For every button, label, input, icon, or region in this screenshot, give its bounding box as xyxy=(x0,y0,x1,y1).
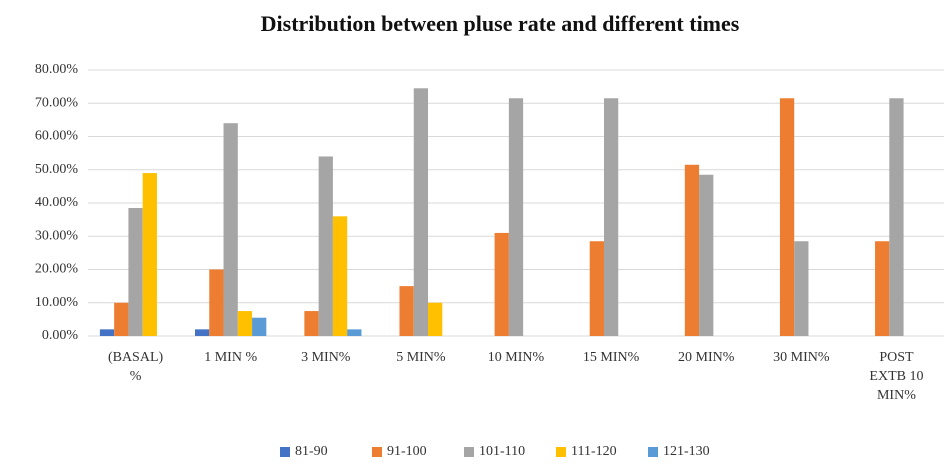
legend-swatch xyxy=(556,447,566,457)
bar xyxy=(875,241,890,336)
bar xyxy=(318,156,333,336)
bar xyxy=(195,329,210,336)
x-tick-label: 3 MIN% xyxy=(301,350,351,365)
bar xyxy=(413,88,429,336)
x-tick-label: 15 MIN% xyxy=(583,350,640,365)
bar xyxy=(209,269,224,336)
bar xyxy=(399,286,414,336)
bar xyxy=(237,311,253,336)
legend-swatch xyxy=(648,447,658,457)
chart-title: Distribution between pluse rate and diff… xyxy=(261,11,740,36)
y-tick-label: 10.00% xyxy=(35,295,79,310)
x-tick-label: 10 MIN% xyxy=(488,350,545,365)
legend-label: 111-120 xyxy=(571,444,617,459)
legend-label: 91-100 xyxy=(387,444,427,459)
y-tick-label: 20.00% xyxy=(35,262,79,277)
bar xyxy=(223,123,238,336)
bar xyxy=(428,302,443,336)
legend-swatch xyxy=(372,447,382,457)
y-tick-label: 80.00% xyxy=(35,62,79,77)
x-tick-label: 20 MIN% xyxy=(678,350,735,365)
bar xyxy=(603,98,619,336)
bar xyxy=(699,174,714,336)
x-tick-label: (BASAL)% xyxy=(108,350,164,384)
x-tick-label: 30 MIN% xyxy=(773,350,830,365)
bar xyxy=(252,317,267,336)
bar xyxy=(128,207,143,336)
x-tick-label: 5 MIN% xyxy=(396,350,446,365)
bar xyxy=(889,98,904,336)
legend-label: 101-110 xyxy=(479,444,525,459)
bar xyxy=(589,241,604,336)
bar xyxy=(684,164,700,336)
bar xyxy=(794,241,809,336)
legend-swatch xyxy=(280,447,290,457)
bar xyxy=(142,173,157,336)
y-tick-label: 60.00% xyxy=(35,129,79,144)
y-tick-label: 30.00% xyxy=(35,228,79,243)
x-tick-label: POST EXTB 10 MIN% xyxy=(869,350,923,403)
y-tick-label: 50.00% xyxy=(35,162,79,177)
bar xyxy=(332,216,348,336)
y-tick-label: 40.00% xyxy=(35,195,79,210)
y-tick-label: 70.00% xyxy=(35,95,79,110)
bar xyxy=(114,302,129,336)
x-tick-label: 1 MIN % xyxy=(204,350,257,365)
bar xyxy=(347,329,362,336)
bar xyxy=(99,329,115,336)
bar xyxy=(304,311,319,336)
bar xyxy=(779,98,795,336)
legend-swatch xyxy=(464,447,474,457)
legend-label: 121-130 xyxy=(663,444,710,459)
bar xyxy=(494,232,509,336)
y-tick-label: 0.00% xyxy=(42,328,79,343)
legend-label: 81-90 xyxy=(295,444,328,459)
bar xyxy=(508,98,524,336)
